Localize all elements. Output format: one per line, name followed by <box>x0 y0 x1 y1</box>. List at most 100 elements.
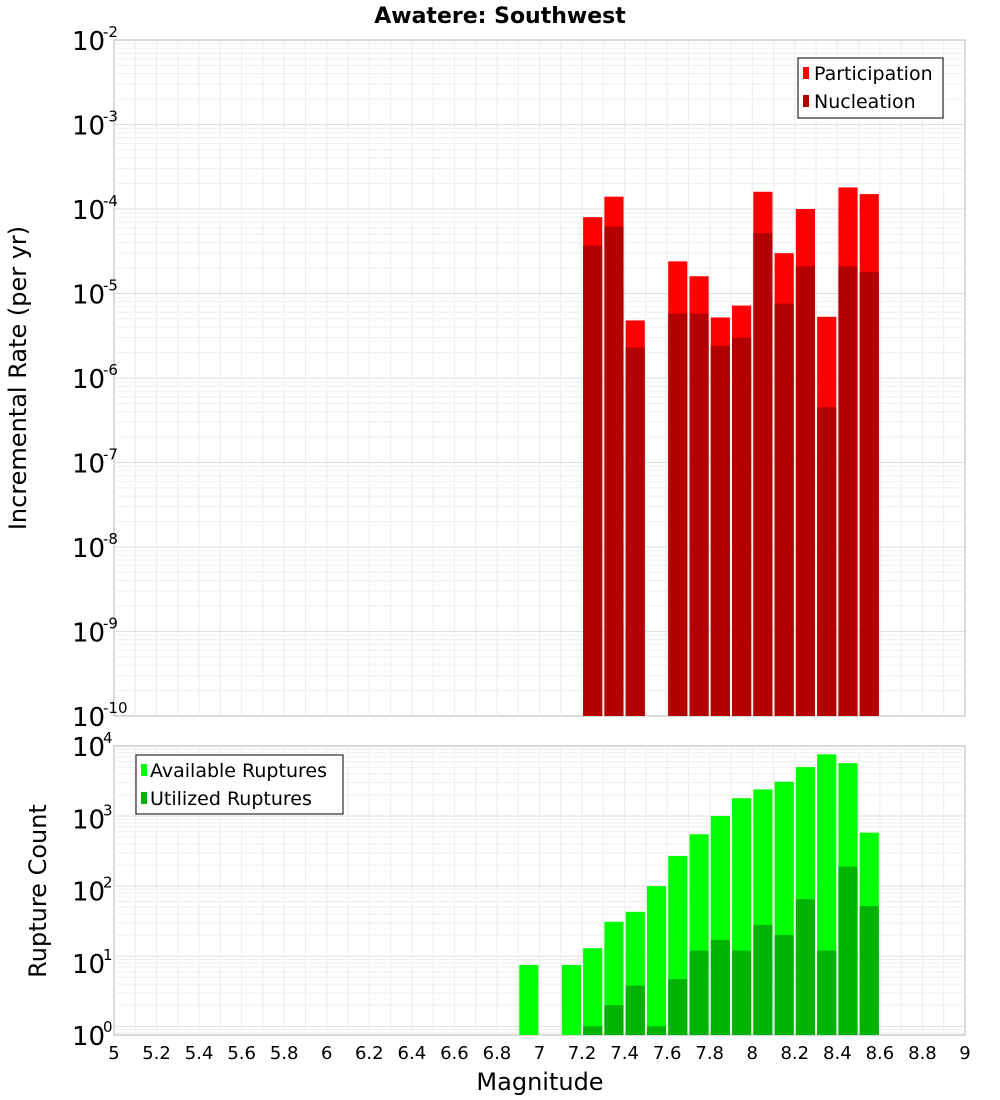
x-tick-label: 8.2 <box>780 1043 809 1064</box>
bottom-y-tick-exponent: 2 <box>103 874 113 892</box>
x-tick-label: 7.6 <box>653 1043 682 1064</box>
bottom-y-axis-title: Rupture Count <box>24 804 52 978</box>
bottom-y-tick-base: 10 <box>72 878 105 908</box>
x-tick-label: 9 <box>959 1043 970 1064</box>
legend-swatch-utilized-ruptures <box>141 792 147 804</box>
legend-swatch-participation <box>803 67 809 79</box>
x-axis-title: Magnitude <box>476 1068 603 1096</box>
bar-nucleation <box>625 347 645 716</box>
top-legend-box <box>797 57 944 119</box>
top-y-tick-base: 10 <box>72 196 105 226</box>
x-tick-label: 8.6 <box>866 1043 895 1064</box>
bar-nucleation <box>817 407 837 716</box>
bar-nucleation <box>753 232 773 716</box>
x-tick-label: 8 <box>747 1043 758 1064</box>
legend-label-utilized-ruptures: Utilized Ruptures <box>150 788 312 810</box>
top-y-tick-exponent: -5 <box>103 277 118 295</box>
bar-utilized-ruptures <box>689 950 709 1035</box>
bottom-y-tick-exponent: 1 <box>103 946 113 964</box>
bar-utilized-ruptures <box>583 1026 603 1035</box>
bottom-y-tick-base: 10 <box>72 1022 105 1052</box>
bar-utilized-ruptures <box>604 1005 624 1035</box>
top-y-axis-title: Incremental Rate (per yr) <box>4 226 32 530</box>
legend-swatch-nucleation <box>803 95 809 107</box>
bar-utilized-ruptures <box>710 940 730 1035</box>
top-y-tick-base: 10 <box>72 619 105 649</box>
bottom-y-tick-base: 10 <box>72 805 105 835</box>
bar-utilized-ruptures <box>795 899 816 1035</box>
x-tick-label: 5.4 <box>185 1043 214 1064</box>
legend-label-nucleation: Nucleation <box>814 91 916 113</box>
x-tick-label: 8.8 <box>908 1043 937 1064</box>
bar-nucleation <box>583 245 603 717</box>
bottom-y-tick-base: 10 <box>72 733 105 763</box>
bar-utilized-ruptures <box>817 950 837 1035</box>
top-y-tick-exponent: -4 <box>103 192 118 210</box>
top-y-tick-exponent: -3 <box>103 108 118 126</box>
bar-nucleation <box>710 345 730 716</box>
bottom-bars <box>519 754 879 1035</box>
top-y-tick-base: 10 <box>72 281 105 311</box>
bar-nucleation <box>604 226 624 716</box>
top-gridlines <box>114 40 965 716</box>
bar-utilized-ruptures <box>774 935 794 1035</box>
bar-utilized-ruptures <box>668 979 688 1035</box>
x-tick-label: 7.2 <box>568 1043 597 1064</box>
x-tick-label: 6 <box>321 1043 332 1064</box>
top-y-tick-exponent: -10 <box>103 699 128 717</box>
x-tick-label: 5.6 <box>227 1043 256 1064</box>
bar-utilized-ruptures <box>625 985 645 1035</box>
bar-nucleation <box>732 337 752 716</box>
bottom-legend-box <box>135 754 344 815</box>
bottom-y-tick-base: 10 <box>72 950 105 980</box>
bar-utilized-ruptures <box>859 906 879 1035</box>
bar-nucleation <box>838 266 858 716</box>
bottom-legend: Available Ruptures Utilized Ruptures <box>135 754 344 815</box>
bar-available-ruptures <box>646 886 667 1035</box>
bottom-y-tick-exponent: 0 <box>103 1018 113 1036</box>
x-tick-label: 5 <box>108 1043 119 1064</box>
bar-available-ruptures <box>583 948 603 1035</box>
bar-nucleation <box>668 313 688 716</box>
bottom-y-tick-exponent: 4 <box>103 729 113 747</box>
x-tick-label: 6.4 <box>398 1043 427 1064</box>
bar-nucleation <box>774 303 794 716</box>
top-y-tick-base: 10 <box>72 112 105 142</box>
top-y-tick-exponent: -6 <box>103 361 118 379</box>
top-y-tick-exponent: -9 <box>103 615 118 633</box>
bar-nucleation <box>859 271 879 716</box>
bar-available-ruptures <box>561 964 581 1035</box>
top-y-tick-exponent: -7 <box>103 446 118 464</box>
bar-utilized-ruptures <box>753 924 773 1035</box>
x-tick-labels: 5 5.2 5.4 5.6 5.8 6 6.2 6.4 6.6 6.8 7 7.2 7.4 7.6 7.8 8… <box>108 1043 970 1064</box>
legend-swatch-available-ruptures <box>141 764 147 776</box>
top-legend: Participation Nucleation <box>797 57 944 119</box>
bar-utilized-ruptures <box>838 866 858 1035</box>
top-y-tick-exponent: -8 <box>103 530 118 548</box>
legend-label-available-ruptures: Available Ruptures <box>150 760 327 782</box>
x-tick-label: 7 <box>534 1043 545 1064</box>
top-y-tick-base: 10 <box>72 365 105 395</box>
bar-utilized-ruptures <box>732 950 752 1035</box>
x-tick-label: 8.4 <box>823 1043 852 1064</box>
top-y-tick-base: 10 <box>72 534 105 564</box>
x-tick-label: 7.4 <box>610 1043 639 1064</box>
x-tick-label: 7.8 <box>695 1043 724 1064</box>
legend-label-participation: Participation <box>814 63 933 85</box>
x-tick-label: 6.8 <box>483 1043 512 1064</box>
bar-utilized-ruptures <box>646 1026 667 1035</box>
x-tick-label: 5.8 <box>270 1043 299 1064</box>
top-bars <box>583 187 879 717</box>
bar-nucleation <box>795 266 816 716</box>
bar-nucleation <box>689 313 709 716</box>
top-y-tick-exponent: -2 <box>103 23 118 41</box>
bottom-y-tick-exponent: 3 <box>103 801 113 819</box>
top-y-tick-base: 10 <box>72 450 105 480</box>
x-tick-label: 5.2 <box>142 1043 171 1064</box>
chart-title: Awatere: Southwest <box>374 4 626 29</box>
